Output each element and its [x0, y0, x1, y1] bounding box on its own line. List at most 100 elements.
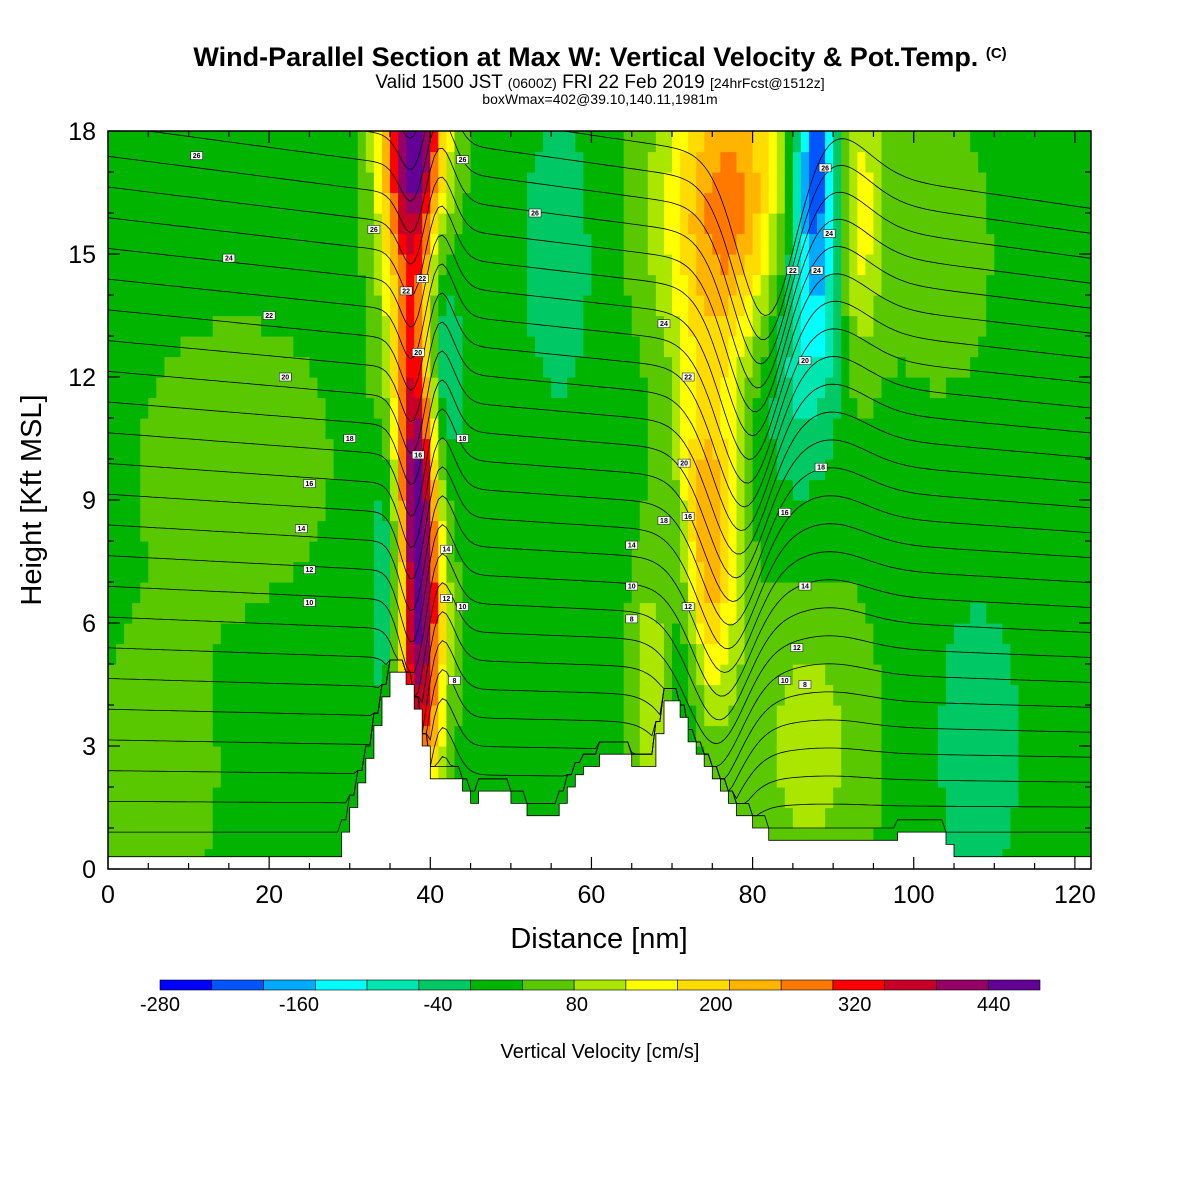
velocity-cell: [373, 664, 383, 686]
velocity-cell: [212, 131, 222, 153]
velocity-cell: [325, 418, 335, 440]
velocity-cell: [494, 664, 504, 686]
velocity-cell: [1010, 131, 1020, 153]
velocity-cell: [696, 459, 705, 481]
velocity-cell: [865, 766, 875, 788]
velocity-cell: [277, 746, 286, 768]
velocity-cell: [220, 274, 230, 296]
velocity-cell: [865, 315, 875, 337]
velocity-cell: [1050, 500, 1060, 522]
velocity-cell: [825, 213, 834, 235]
velocity-cell: [172, 459, 182, 481]
velocity-cell: [108, 664, 117, 686]
velocity-cell: [1018, 336, 1028, 358]
velocity-cell: [591, 684, 601, 706]
velocity-cell: [825, 438, 834, 460]
velocity-cell: [591, 602, 601, 624]
velocity-cell: [406, 151, 415, 173]
velocity-cell: [381, 192, 391, 214]
velocity-cell: [317, 479, 327, 501]
velocity-cell: [921, 664, 931, 686]
velocity-cell: [905, 500, 915, 522]
velocity-cell: [156, 520, 165, 542]
velocity-cell: [970, 725, 979, 747]
velocity-cell: [236, 541, 246, 563]
velocity-cell: [688, 500, 697, 522]
velocity-cell: [212, 561, 222, 583]
velocity-cell: [1074, 151, 1084, 173]
velocity-cell: [261, 582, 270, 604]
velocity-cell: [132, 213, 141, 235]
velocity-cell: [164, 500, 174, 522]
velocity-cell: [865, 131, 875, 153]
velocity-cell: [526, 746, 536, 768]
velocity-cell: [309, 131, 319, 153]
velocity-cell: [261, 192, 270, 214]
velocity-cell: [897, 807, 907, 829]
velocity-cell: [317, 766, 327, 788]
velocity-cell: [768, 315, 778, 337]
velocity-cell: [954, 233, 963, 255]
velocity-cell: [502, 602, 512, 624]
velocity-cell: [1058, 356, 1068, 378]
velocity-cell: [873, 479, 883, 501]
velocity-cell: [1058, 766, 1068, 788]
velocity-cell: [712, 459, 721, 481]
velocity-cell: [994, 418, 1003, 440]
velocity-cell: [825, 725, 834, 747]
velocity-cell: [970, 602, 979, 624]
velocity-cell: [220, 397, 230, 419]
colorbar-swatch: [366, 979, 420, 991]
velocity-cell: [526, 336, 536, 358]
velocity-cell: [962, 520, 971, 542]
velocity-cell: [704, 377, 713, 399]
velocity-cell: [244, 684, 254, 706]
velocity-cell: [970, 623, 979, 645]
velocity-cell: [776, 356, 786, 378]
velocity-cell: [639, 479, 649, 501]
velocity-cell: [607, 254, 617, 276]
valid-prefix: Valid 1500 JST: [375, 72, 503, 93]
velocity-cell: [518, 459, 528, 481]
velocity-cell: [889, 356, 899, 378]
velocity-cell: [333, 602, 343, 624]
velocity-cell: [204, 295, 214, 317]
velocity-cell: [567, 192, 576, 214]
velocity-cell: [631, 664, 641, 686]
velocity-cell: [261, 315, 270, 337]
velocity-cell: [398, 254, 407, 276]
velocity-cell: [647, 192, 657, 214]
velocity-cell: [631, 684, 641, 706]
velocity-cell: [341, 684, 351, 706]
velocity-cell: [325, 623, 335, 645]
velocity-cell: [736, 582, 746, 604]
velocity-cell: [704, 643, 713, 665]
velocity-cell: [615, 479, 625, 501]
velocity-cell: [220, 561, 230, 583]
velocity-cell: [430, 336, 439, 358]
contour-label-text: 22: [402, 288, 410, 295]
velocity-cell: [535, 684, 544, 706]
velocity-cell: [108, 274, 117, 296]
velocity-cell: [736, 315, 746, 337]
velocity-cell: [180, 705, 190, 727]
velocity-cell: [124, 541, 133, 563]
velocity-cell: [381, 274, 391, 296]
velocity-cell: [937, 274, 947, 296]
velocity-cell: [317, 664, 327, 686]
velocity-cell: [768, 172, 778, 194]
velocity-cell: [470, 274, 480, 296]
velocity-cell: [744, 377, 754, 399]
velocity-cell: [978, 397, 987, 419]
velocity-cell: [1066, 213, 1076, 235]
velocity-cell: [575, 233, 584, 255]
velocity-cell: [583, 520, 593, 542]
velocity-cell: [486, 561, 496, 583]
velocity-cell: [1018, 664, 1028, 686]
velocity-cell: [446, 500, 456, 522]
velocity-cell: [688, 705, 697, 727]
velocity-cell: [567, 479, 576, 501]
velocity-cell: [599, 602, 609, 624]
velocity-cell: [140, 172, 149, 194]
velocity-cell: [994, 192, 1003, 214]
